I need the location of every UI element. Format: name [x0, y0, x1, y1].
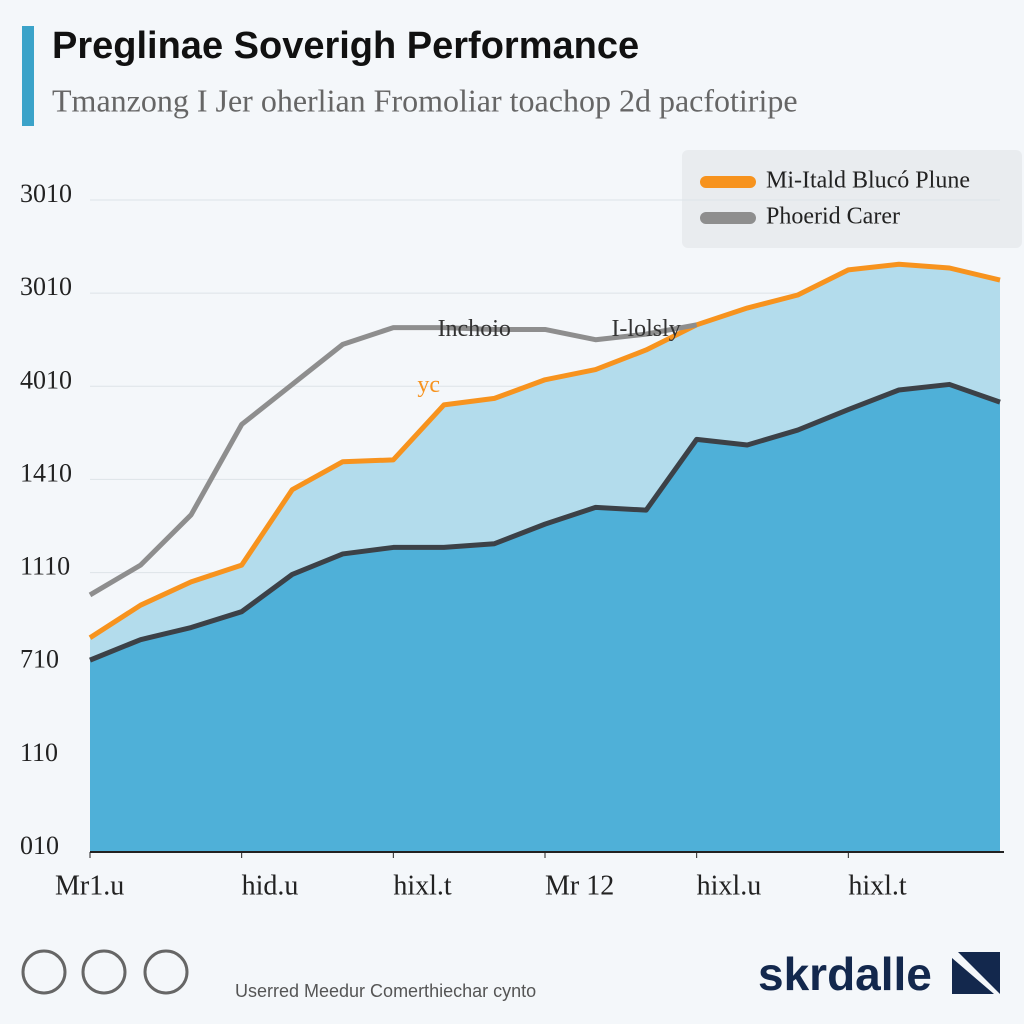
y-tick-label: 110: [20, 738, 58, 767]
x-tick-label: hixl.t: [393, 870, 452, 901]
chart-title: Preglinae Soverigh Performance: [52, 25, 639, 67]
footer-icons: [21, 949, 189, 995]
logo-mark: [952, 952, 1000, 994]
chart-subtitle: Tmanzong I Jer oherlian Fromoliar toacho…: [52, 82, 798, 118]
line: [88, 261, 1001, 640]
line: [89, 381, 1001, 663]
line: [88, 322, 698, 598]
title-accent: [22, 26, 34, 126]
area: [90, 384, 1000, 852]
y-tick-label: 710: [20, 645, 59, 674]
y-tick-label: 3010: [20, 272, 72, 301]
x-tick-label: hid.u: [242, 870, 299, 901]
annotation: Inchoio: [438, 316, 511, 342]
x-tick-label: Mr 12: [545, 870, 614, 901]
x-tick-label: Mr1.u: [55, 870, 124, 901]
y-tick-label: 1410: [20, 458, 72, 487]
y-tick-label: 3010: [20, 179, 72, 208]
x-tick-label: hixl.u: [697, 870, 762, 901]
y-tick-label: 4010: [20, 365, 72, 394]
x-tick-label: hixl.t: [848, 870, 907, 901]
legend-box: [682, 150, 1022, 248]
y-tick-label: 010: [20, 831, 59, 860]
legend-label: Phoerid Carer: [766, 204, 900, 230]
y-tick-label: 1110: [20, 552, 70, 581]
legend-label: Mi-Itald Blucó Plune: [766, 168, 970, 194]
footer-text: Userred Meedur Comerthiechar cynto: [235, 981, 536, 1001]
annotation: yc: [417, 372, 440, 398]
annotation: I-lolsly: [611, 316, 680, 342]
logo: skrdalle: [758, 948, 932, 1000]
